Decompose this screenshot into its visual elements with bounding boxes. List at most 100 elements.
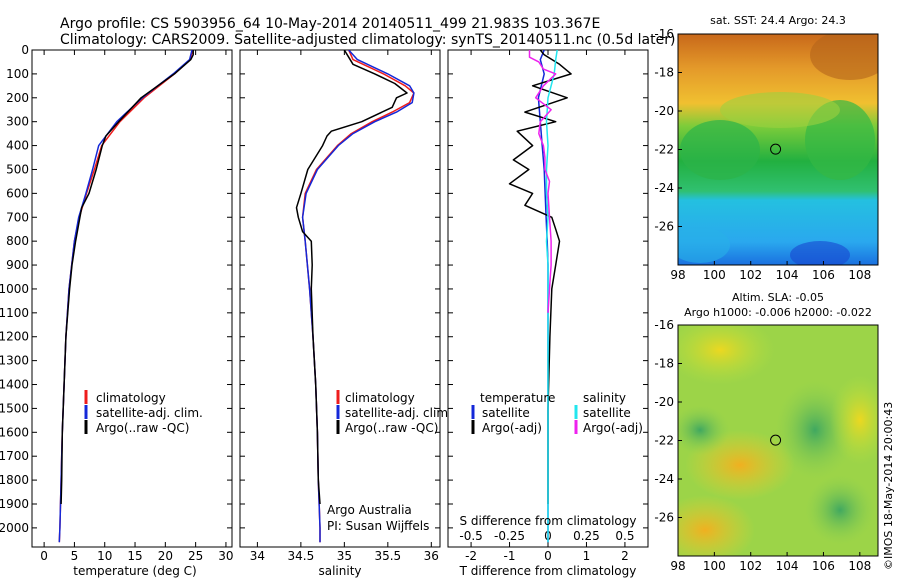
- sst-patch: [678, 227, 730, 263]
- salinity-panel: 34 34.5 35 35.5 36 salinity climatology sate…: [239, 49, 452, 578]
- x-tick-label: 108: [848, 268, 871, 282]
- x-tick-label: 104: [776, 559, 799, 573]
- legend-label-t-argo: Argo(-adj): [482, 421, 542, 435]
- y-tick-label: 2000: [0, 521, 29, 535]
- temperature-frame: [31, 49, 233, 548]
- difference-panel: -2 -1 0 1 2 -0.5 -0.25 0 0.25 0.5 T difference f…: [447, 49, 649, 578]
- y-tick-label: 1400: [0, 378, 29, 392]
- y-tick-label: 100: [6, 67, 29, 81]
- sla-patch: [805, 475, 875, 545]
- y-tick-label: 200: [6, 91, 29, 105]
- y-tick-label: 900: [6, 258, 29, 272]
- y-tick-label: -20: [654, 104, 674, 118]
- x-tick-label: 98: [670, 559, 685, 573]
- y-tick-label: -22: [654, 434, 674, 448]
- y-tick-label: 1500: [0, 401, 29, 415]
- temperature-panel: 0100200300400500600700800900100011001200…: [0, 43, 234, 578]
- y-tick-label: -18: [654, 357, 674, 371]
- series-line-argo-raw-qc-: [60, 50, 194, 505]
- salinity-frame: [239, 49, 441, 548]
- difference-xlabel: T difference from climatology: [459, 564, 637, 578]
- series-line-argo-raw-qc-: [295, 50, 408, 505]
- y-tick-label: 800: [6, 234, 29, 248]
- x-tick-label: 0: [544, 549, 552, 563]
- sla-map: Altim. SLA: -0.05 Argo h1000: -0.006 h20…: [654, 291, 879, 573]
- y-tick-label: 1200: [0, 330, 29, 344]
- difference-top-label: S difference from climatology: [460, 514, 637, 528]
- x-tick-label: 1: [583, 549, 591, 563]
- legend-label-argo: Argo(..raw -QC): [345, 421, 438, 435]
- y-tick-label: 700: [6, 210, 29, 224]
- y-tick-label: 1900: [0, 497, 29, 511]
- y-tick-label: 0: [21, 43, 29, 57]
- y-tick-label: -16: [654, 318, 674, 332]
- x-tick-label: 2: [621, 549, 629, 563]
- profile-location-marker: [770, 143, 782, 155]
- sst-patch: [720, 92, 840, 128]
- y-tick-label: -24: [654, 472, 674, 486]
- legend-label-climatology: climatology: [96, 391, 166, 405]
- sla-map-title-1: Altim. SLA: -0.05: [732, 291, 824, 304]
- legend-label-argo: Argo(..raw -QC): [96, 421, 189, 435]
- y-tick-label: -26: [654, 511, 674, 525]
- x-tick-label: 34: [250, 549, 265, 563]
- y-tick-label: 600: [6, 186, 29, 200]
- x-tick-label: 36: [424, 549, 439, 563]
- sst-patch: [680, 120, 760, 180]
- legend-label-s-argo: Argo(-adj): [583, 421, 643, 435]
- y-tick-label: -26: [654, 220, 674, 234]
- y-tick-label: 400: [6, 139, 29, 153]
- y-tick-label: 1700: [0, 449, 29, 463]
- series-line-t-argo-adj-: [508, 50, 572, 504]
- x-tick-label: 15: [127, 549, 142, 563]
- sst-patch: [810, 34, 878, 80]
- y-tick-label: -24: [654, 181, 674, 195]
- x-tick-label: 102: [739, 268, 762, 282]
- top-tick-label: -0.25: [494, 529, 525, 543]
- legend-label-climatology: climatology: [345, 391, 415, 405]
- temperature-xlabel: temperature (deg C): [73, 564, 196, 578]
- y-tick-label: -18: [654, 66, 674, 80]
- x-tick-label: 5: [71, 549, 79, 563]
- series-line-s-argo-adj-: [528, 50, 557, 313]
- legend-label-satellite: satellite-adj. clim.: [96, 406, 203, 420]
- x-tick-label: 0: [40, 549, 48, 563]
- y-tick-label: 1000: [0, 282, 29, 296]
- sst-map-title: sat. SST: 24.4 Argo: 24.3: [710, 14, 846, 27]
- y-tick-label: -20: [654, 395, 674, 409]
- sla-patch: [678, 495, 755, 556]
- top-tick-label: -0.5: [459, 529, 482, 543]
- legend-title-temperature: temperature: [480, 391, 555, 405]
- x-tick-label: 30: [218, 549, 233, 563]
- x-tick-label: 106: [812, 559, 835, 573]
- x-tick-label: 104: [776, 268, 799, 282]
- legend-label-s-satellite: satellite: [583, 406, 631, 420]
- x-tick-label: 35: [337, 549, 352, 563]
- sla-map-title-2: Argo h1000: -0.006 h2000: -0.022: [684, 306, 872, 319]
- header-line-2: Climatology: CARS2009. Satellite-adjuste…: [60, 32, 675, 48]
- y-tick-label: 1100: [0, 306, 29, 320]
- x-tick-label: -2: [465, 549, 477, 563]
- x-tick-label: 20: [158, 549, 173, 563]
- series-line-s-satellite: [545, 50, 558, 543]
- y-tick-label: 1600: [0, 425, 29, 439]
- legend-title-salinity: salinity: [583, 391, 626, 405]
- x-tick-label: 34.5: [288, 549, 315, 563]
- annotation-pi: PI: Susan Wijffels: [327, 519, 429, 533]
- imos-credit: ©IMOS 18-May-2014 20:00:43: [882, 402, 895, 570]
- x-tick-label: 98: [670, 268, 685, 282]
- x-tick-label: 108: [848, 559, 871, 573]
- y-tick-label: 300: [6, 115, 29, 129]
- x-tick-label: 10: [97, 549, 112, 563]
- x-tick-label: 100: [703, 559, 726, 573]
- sla-patch: [678, 325, 775, 385]
- x-tick-label: 25: [188, 549, 203, 563]
- top-tick-label: 0.25: [573, 529, 600, 543]
- x-tick-label: 102: [739, 559, 762, 573]
- x-tick-label: 100: [703, 268, 726, 282]
- x-tick-label: -1: [504, 549, 516, 563]
- y-tick-label: -16: [654, 27, 674, 41]
- salinity-legend: climatology satellite-adj. clim. Argo(..…: [336, 390, 452, 435]
- x-tick-label: 106: [812, 268, 835, 282]
